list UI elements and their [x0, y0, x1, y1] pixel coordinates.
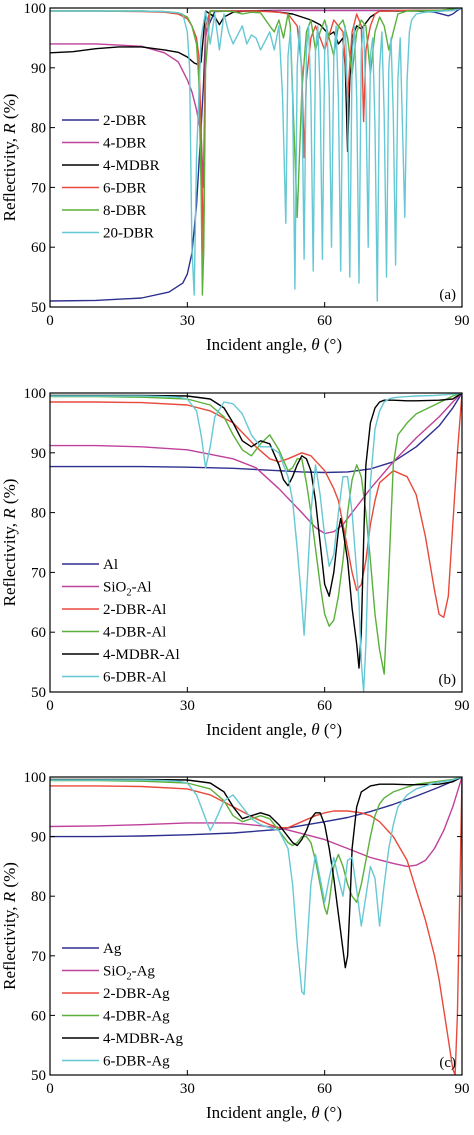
series-line-4-mdbr-ag [50, 777, 462, 969]
x-tick-label: 30 [180, 313, 195, 329]
chart-panel-b: 0 30 60 90 50 60 70 80 90 100 Incident angle, θ (°… [0, 386, 470, 739]
y-tick-label: 80 [31, 121, 46, 137]
legend-entry: 4-MDBR-Al [103, 647, 180, 663]
x-axis-label: Incident angle, θ (°) [206, 720, 342, 739]
series-line-4-dbr-ag [50, 777, 462, 915]
series-line-2-dbr-al [50, 393, 462, 618]
x-axis-label: Incident angle, θ (°) [206, 1103, 342, 1122]
legend-entry: 2-DBR-Ag [103, 986, 170, 1002]
y-axis-label: Reflectivity, R (%) [0, 94, 19, 222]
series-line-20-dbr [50, 8, 462, 302]
series-line-sio-al [50, 393, 462, 535]
plot-frame [49, 7, 463, 308]
series-line-6-dbr-al [50, 393, 462, 692]
legend-entry: 4-DBR-Ag [103, 1009, 170, 1025]
panel-label: (c) [439, 1055, 456, 1071]
x-tick-label: 0 [46, 698, 54, 714]
y-tick-label: 90 [31, 446, 46, 462]
legend-entry: 2-DBR [103, 113, 146, 129]
legend-entry: Ag [103, 941, 122, 957]
series-line-sio-ag [50, 777, 462, 868]
series-line-4-dbr-al [50, 393, 462, 675]
panel-label: (a) [439, 287, 456, 303]
x-axis-label: Incident angle, θ (°) [206, 335, 342, 354]
legend-entry: 6-DBR-Ag [103, 1054, 170, 1070]
legend-entry: SiO2-Al [103, 580, 152, 599]
legend-entry: 4-DBR [103, 136, 146, 152]
y-tick-label: 50 [31, 685, 46, 701]
x-tick-label: 30 [180, 1081, 195, 1097]
y-axis-label: Reflectivity, R (%) [0, 479, 19, 607]
x-tick-label: 90 [455, 698, 470, 714]
y-tick-label: 70 [31, 565, 46, 581]
legend-entry: 4-DBR-Al [103, 625, 166, 641]
x-tick-label: 60 [317, 698, 332, 714]
y-axis-label: Reflectivity, R (%) [0, 862, 19, 990]
y-tick-label: 100 [24, 386, 47, 402]
y-tick-label: 90 [31, 830, 46, 846]
x-tick-label: 60 [317, 1081, 332, 1097]
legend-entry: 8-DBR [103, 203, 146, 219]
x-tick-label: 60 [317, 313, 332, 329]
y-tick-label: 50 [31, 300, 46, 316]
x-tick-label: 90 [455, 313, 470, 329]
series-line-4-mdbr-al [50, 393, 462, 669]
x-tick-label: 0 [46, 1081, 54, 1097]
x-tick-label: 30 [180, 698, 195, 714]
y-tick-label: 50 [31, 1068, 46, 1084]
y-tick-label: 100 [24, 770, 47, 786]
legend-entry: Al [103, 557, 118, 573]
y-tick-label: 70 [31, 180, 46, 196]
y-tick-label: 80 [31, 889, 46, 905]
legend-entry: 6-DBR-Al [103, 670, 166, 686]
legend-entry: SiO2-Ag [103, 964, 155, 983]
y-tick-label: 60 [31, 625, 46, 641]
y-tick-label: 60 [31, 240, 46, 256]
legend-entry: 4-MDBR-Ag [103, 1031, 184, 1047]
y-tick-label: 60 [31, 1008, 46, 1024]
series-line-4-mdbr [50, 8, 462, 153]
legend-entry: 2-DBR-Al [103, 602, 166, 618]
legend-entry: 4-MDBR [103, 158, 160, 174]
chart-panel-c: 0 30 60 90 50 60 70 80 90 100 Incident angle, θ (°… [0, 770, 470, 1122]
series-line-6-dbr-ag [50, 777, 462, 996]
legend-entry: 20-DBR [103, 226, 154, 242]
x-tick-label: 0 [46, 313, 54, 329]
y-tick-label: 100 [24, 1, 47, 17]
series-line-8-dbr [50, 8, 462, 296]
y-tick-label: 90 [31, 61, 46, 77]
y-tick-label: 70 [31, 949, 46, 965]
x-tick-label: 90 [455, 1081, 470, 1097]
chart-panel-a: 0 30 60 90 50 60 70 80 90 100 Incident angle, θ (°… [0, 1, 470, 354]
series-line-ag [50, 777, 462, 838]
legend-entry: 6-DBR [103, 181, 146, 197]
series-line-al [50, 393, 462, 474]
plot-frame [49, 776, 463, 1076]
y-tick-label: 80 [31, 506, 46, 522]
panel-label: (b) [439, 672, 457, 688]
plot-frame [49, 392, 463, 693]
